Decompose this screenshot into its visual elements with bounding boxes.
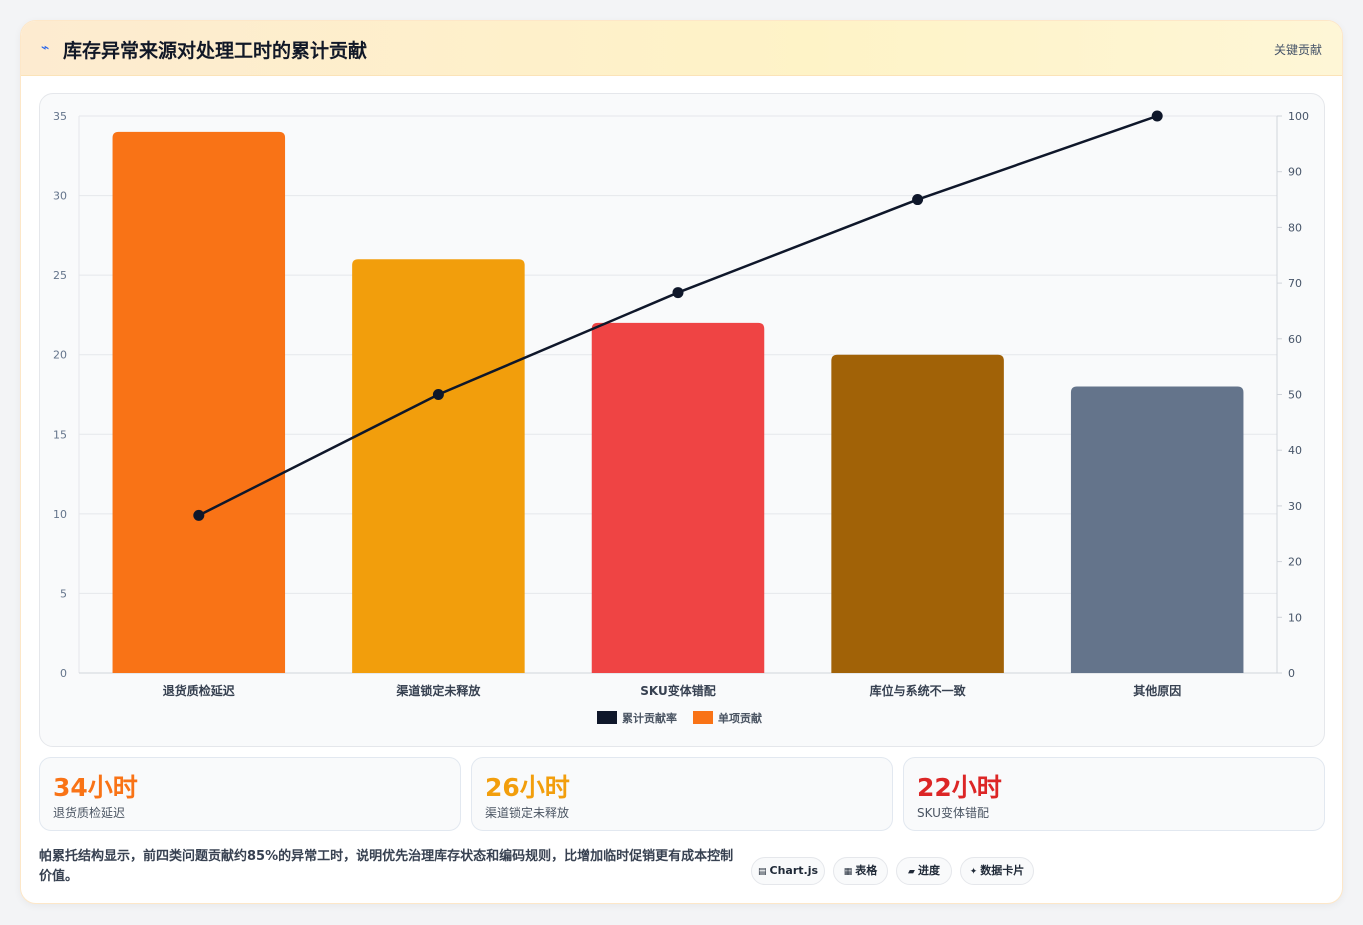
y-right-tick-label: 90	[1288, 166, 1302, 179]
x-tick-label: SKU变体错配	[640, 683, 715, 698]
chart-icon: ▤	[757, 867, 767, 877]
stat-label: SKU变体错配	[917, 806, 989, 820]
bar	[112, 131, 286, 673]
y-right-tick-label: 60	[1288, 333, 1302, 346]
y-right-tick-label: 30	[1288, 500, 1302, 513]
y-right-tick-label: 0	[1288, 667, 1295, 680]
header-tag[interactable]: 关键贡献	[1273, 43, 1322, 57]
progress-icon: ▰	[908, 867, 915, 877]
y-left-tick-label: 15	[53, 428, 67, 441]
y-left-tick-label: 35	[53, 110, 67, 123]
y-right-tick-label: 10	[1288, 611, 1302, 624]
bar	[591, 322, 765, 673]
line-point	[1151, 110, 1163, 122]
legend-swatch	[597, 711, 617, 724]
x-tick-label: 渠道锁定未释放	[396, 683, 481, 698]
sparkle-icon: ✦	[969, 867, 978, 877]
summary-note: 帕累托结构显示，前四类问题贡献约85%的异常工时，说明优先治理库存状态和编码规则…	[39, 849, 734, 884]
y-right-tick-label: 70	[1288, 277, 1302, 290]
y-left-tick-label: 0	[60, 667, 67, 680]
y-left-tick-label: 20	[53, 349, 67, 362]
stat-cards: 34小时 退货质检延迟 26小时 渠道锁定未释放 22小时 SKU变体错配	[39, 757, 1325, 832]
x-tick-label: 库位与系统不一致	[870, 683, 967, 698]
y-left-tick-label: 30	[53, 190, 67, 203]
bar	[831, 354, 1004, 673]
stat-card: 26小时 渠道锁定未释放	[471, 757, 893, 831]
card-title: 库存异常来源对处理工时的累计贡献	[63, 40, 368, 62]
legend-label: 单项贡献	[718, 711, 762, 725]
line-point	[193, 509, 205, 521]
chart-panel: 0 5 10 15 20 25 30 35 0 10 20 30 40 50 60 70 80 90 100 退货质检…	[39, 93, 1325, 747]
line-point	[432, 389, 444, 400]
y-right-tick-label: 20	[1288, 556, 1302, 569]
x-tick-label: 其他原因	[1133, 683, 1181, 698]
x-tick-label: 退货质检延迟	[163, 683, 235, 698]
card-header: ⌁ 库存异常来源对处理工时的累计贡献 关键贡献	[21, 21, 1342, 76]
line-point	[672, 287, 684, 299]
legend-label: 累计贡献率	[622, 711, 677, 725]
y-right-tick-label: 80	[1288, 221, 1302, 234]
chip-label: Chart.js	[769, 864, 819, 877]
y-right-tick-label: 100	[1288, 110, 1309, 123]
pareto-chart: 0 5 10 15 20 25 30 35 0 10 20 30 40 50 60 70 80 90 100 退货质检…	[53, 110, 1309, 725]
table-icon: ▦	[843, 867, 853, 877]
chip-table[interactable]: ▦ 表格	[833, 857, 888, 885]
bar	[352, 259, 525, 673]
chip-chartjs[interactable]: ▤ Chart.js	[751, 857, 825, 885]
stat-label: 退货质检延迟	[53, 806, 126, 820]
stat-value: 26小时	[485, 773, 570, 802]
stat-label: 渠道锁定未释放	[485, 806, 570, 820]
stat-value: 22小时	[917, 773, 1002, 802]
chip-label: 进度	[917, 864, 940, 877]
chip-label: 表格	[855, 864, 878, 877]
stat-card: 34小时 退货质检延迟	[39, 757, 461, 831]
chip-label: 数据卡片	[980, 864, 1025, 877]
y-left-tick-label: 5	[60, 587, 67, 600]
line-point	[912, 194, 924, 206]
bar	[1070, 386, 1244, 673]
chart-card: ⌁ 库存异常来源对处理工时的累计贡献 关键贡献 0 5 10 15 20 25 30 35 0 1…	[20, 20, 1343, 904]
chip-data-card[interactable]: ✦ 数据卡片	[960, 857, 1034, 885]
lightning-icon: ⌁	[41, 40, 50, 56]
y-left-tick-label: 10	[53, 508, 67, 521]
y-right-tick-label: 40	[1288, 444, 1302, 457]
y-left-tick-label: 25	[53, 269, 67, 282]
stat-value: 34小时	[53, 773, 138, 802]
stat-card: 22小时 SKU变体错配	[903, 757, 1325, 831]
y-right-tick-label: 50	[1288, 389, 1302, 402]
legend-swatch	[693, 711, 713, 724]
chip-progress[interactable]: ▰ 进度	[896, 857, 952, 885]
